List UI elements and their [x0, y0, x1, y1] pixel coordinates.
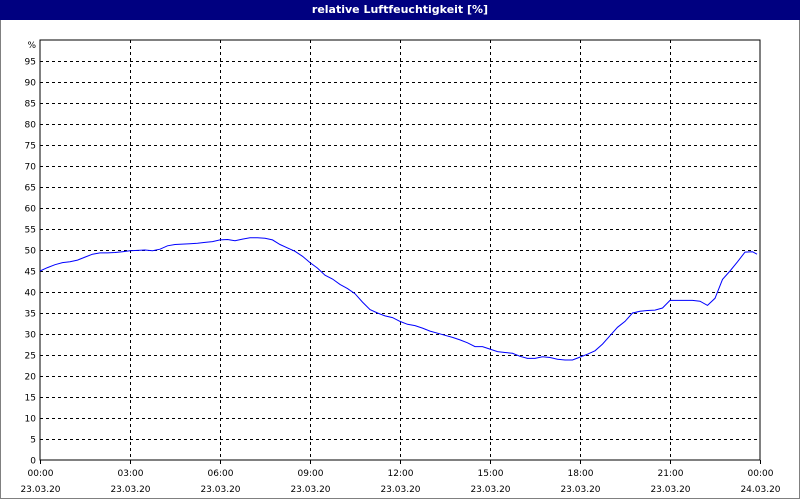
y-tick-label: 25: [25, 352, 36, 362]
x-tick-time-label: 06:00: [208, 469, 234, 479]
y-tick-label: 15: [25, 394, 36, 404]
x-tick-date-label: 23.03.20: [380, 485, 420, 495]
x-tick-date-label: 23.03.20: [650, 485, 690, 495]
x-tick-time-label: 03:00: [118, 469, 144, 479]
y-axis-unit-label: %: [27, 41, 36, 51]
y-tick-label: 45: [25, 268, 36, 278]
y-tick-label: 80: [25, 121, 37, 131]
x-tick-date-label: 23.03.20: [110, 485, 150, 495]
y-tick-label: 35: [25, 310, 36, 320]
y-tick-label: 75: [25, 142, 36, 152]
y-tick-label: 0: [30, 457, 36, 467]
x-tick-time-label: 21:00: [658, 469, 684, 479]
series-group: [39, 237, 758, 361]
y-tick-label: 55: [25, 226, 36, 236]
y-tick-label: 5: [30, 436, 36, 446]
y-tick-label: 50: [25, 247, 37, 257]
x-tick-date-label: 23.03.20: [290, 485, 330, 495]
humidity-series-line: [39, 237, 758, 361]
y-tick-label: 60: [25, 205, 37, 215]
x-tick-time-label: 00:00: [28, 469, 54, 479]
x-tick-time-label: 09:00: [298, 469, 324, 479]
y-tick-label: 20: [25, 373, 37, 383]
x-tick-date-label: 24.03.20: [740, 485, 780, 495]
x-tick-time-label: 12:00: [388, 469, 414, 479]
x-tick-date-label: 23.03.20: [560, 485, 600, 495]
y-tick-label: 95: [25, 58, 36, 68]
y-tick-label: 65: [25, 184, 36, 194]
x-tick-time-label: 18:00: [568, 469, 594, 479]
y-tick-label: 85: [25, 100, 36, 110]
y-tick-label: 90: [25, 79, 37, 89]
x-tick-date-label: 23.03.20: [200, 485, 240, 495]
grid-lines: [39, 39, 761, 464]
y-tick-label: 40: [25, 289, 37, 299]
x-tick-date-label: 23.03.20: [470, 485, 510, 495]
x-axis-labels: 00:00 23.03.20 03:00 23.03.20 06:00 23.03.20 0…: [20, 469, 780, 495]
y-axis-labels: 0 5 10 15 20 25 30 35 40 45 50 55 60 65 70 75 80 85 90 95: [25, 58, 37, 467]
x-tick-time-label: 00:00: [748, 469, 774, 479]
y-tick-label: 70: [25, 163, 37, 173]
y-tick-label: 30: [25, 331, 37, 341]
x-tick-date-label: 23.03.20: [20, 485, 60, 495]
x-tick-time-label: 15:00: [478, 469, 504, 479]
y-tick-label: 10: [25, 415, 37, 425]
chart-title: relative Luftfeuchtigkeit [%]: [0, 0, 800, 20]
